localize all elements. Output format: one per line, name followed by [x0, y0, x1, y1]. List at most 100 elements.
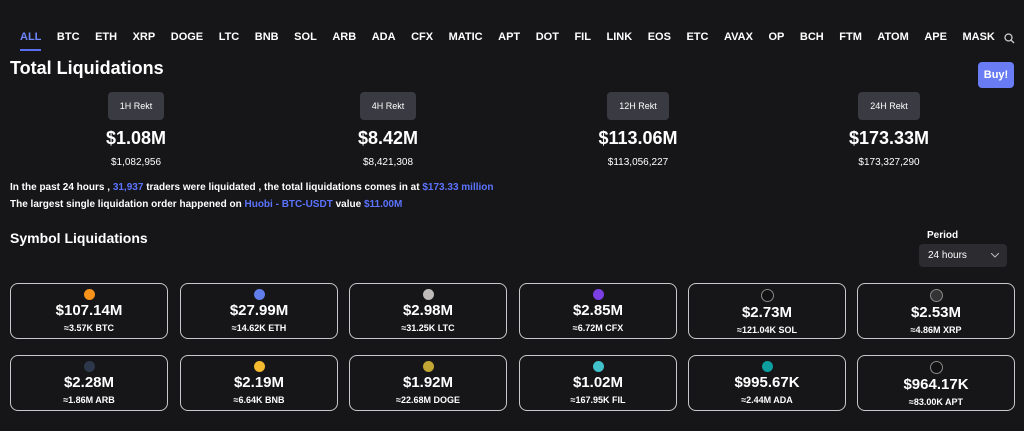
rekt-label-box: 24H Rekt — [789, 92, 989, 120]
tab[interactable]: AVAX — [723, 31, 753, 43]
symbol-value: $2.73M — [741, 304, 793, 321]
symbol-amount: ≈2.44M ADA — [741, 395, 793, 405]
rekt-panel: 12H Rekt $113.06M $113,056,227 — [538, 92, 738, 168]
tab[interactable]: XRP — [132, 31, 156, 43]
symbol-card[interactable]: $964.17K ≈83.00K APT — [857, 355, 1015, 411]
summary-line: The largest single liquidation order hap… — [10, 199, 402, 210]
symbol-card[interactable]: $2.53M ≈4.86M XRP — [857, 283, 1015, 339]
coin-icon — [83, 289, 95, 300]
tabs: ALL BTC ETH XRP DOGE LTC BNB SOL ARB ADA CFX MATIC A… — [20, 31, 995, 51]
rekt-label: 1H Rekt — [107, 92, 165, 120]
rekt-label-box: 12H Rekt — [538, 92, 738, 120]
symbol-card[interactable]: $2.85M ≈6.72M CFX — [519, 283, 677, 339]
symbol-card[interactable]: $107.14M ≈3.57K BTC — [10, 283, 168, 339]
rekt-panel: 24H Rekt $173.33M $173,327,290 — [789, 92, 989, 168]
rekt-exact: $1,082,956 — [110, 157, 162, 168]
tab[interactable]: FIL — [574, 31, 591, 43]
tab[interactable]: ADA — [371, 31, 396, 43]
tab[interactable]: DOGE — [170, 31, 204, 43]
symbol-card[interactable]: $2.19M ≈6.64K BNB — [180, 355, 338, 411]
symbol-card[interactable]: $27.99M ≈14.62K ETH — [180, 283, 338, 339]
rekt-panel: 4H Rekt $8.42M $8,421,308 — [288, 92, 488, 168]
tab[interactable]: ALL — [20, 31, 42, 51]
tab[interactable]: BCH — [799, 31, 824, 43]
search-icon[interactable] — [1004, 33, 1015, 44]
tab[interactable]: APT — [498, 31, 521, 43]
tab[interactable]: SOL — [294, 31, 317, 43]
tab[interactable]: ETH — [95, 31, 118, 43]
symbol-amount: ≈6.64K BNB — [233, 395, 285, 405]
period-select[interactable]: 24 hours — [919, 244, 1007, 267]
text: value — [335, 199, 362, 210]
coin-icon — [83, 361, 95, 372]
symbol-value: $2.85M — [572, 302, 624, 319]
rekt-label: 4H Rekt — [359, 92, 417, 120]
symbol-value: $2.28M — [63, 374, 115, 391]
coin-icon — [760, 289, 774, 302]
rekt-value: $173.33M — [848, 128, 930, 148]
title: Total Liquidations — [10, 58, 164, 78]
symbol-amount: ≈31.25K LTC — [401, 323, 455, 333]
symbol-value: $2.53M — [910, 304, 962, 321]
symbol-value: $27.99M — [229, 302, 289, 319]
tab[interactable]: FTM — [839, 31, 862, 43]
section-title: Symbol Liquidations — [10, 230, 148, 246]
rekt-exact: $113,056,227 — [607, 157, 669, 168]
symbol-amount: ≈121.04K SOL — [737, 325, 797, 335]
coin-icon — [592, 289, 604, 300]
tab[interactable]: DOT — [535, 31, 559, 43]
symbol-card[interactable]: $995.67K ≈2.44M ADA — [688, 355, 846, 411]
tab[interactable]: BNB — [254, 31, 279, 43]
tab[interactable]: EOS — [647, 31, 671, 43]
tab[interactable]: CFX — [411, 31, 434, 43]
symbol-amount: ≈83.00K APT — [908, 397, 964, 407]
coin-icon — [422, 289, 434, 300]
symbol-amount: ≈1.86M ARB — [63, 395, 115, 405]
tab[interactable]: MATIC — [448, 31, 483, 43]
text: In the past 24 hours , — [10, 182, 111, 193]
coin-icon — [592, 361, 604, 372]
coin-icon — [253, 289, 265, 300]
rekt-exact: $8,421,308 — [362, 157, 414, 168]
coin-icon — [929, 361, 943, 374]
rekt-label: 24H Rekt — [858, 92, 920, 120]
symbol-card[interactable]: $2.73M ≈121.04K SOL — [688, 283, 846, 339]
coin-icon — [761, 361, 773, 372]
rekt-exact: $173,327,290 — [858, 157, 920, 168]
coin-icon — [422, 361, 434, 372]
rekt-label: 12H Rekt — [607, 92, 669, 120]
buy-button[interactable]: Buy! — [978, 62, 1014, 88]
tab[interactable]: BTC — [56, 31, 80, 43]
tab[interactable]: ATOM — [877, 31, 909, 43]
rekt-value: $1.08M — [105, 128, 167, 148]
rekt-panel: 1H Rekt $1.08M $1,082,956 — [36, 92, 236, 168]
symbol-card[interactable]: $1.92M ≈22.68M DOGE — [349, 355, 507, 411]
tab[interactable]: LINK — [606, 31, 633, 43]
symbol-card[interactable]: $2.28M ≈1.86M ARB — [10, 355, 168, 411]
rekt-value: $8.42M — [357, 128, 419, 148]
symbol-value: $1.92M — [402, 374, 454, 391]
symbol-value: $964.17K — [903, 376, 969, 393]
symbol-card[interactable]: $1.02M ≈167.95K FIL — [519, 355, 677, 411]
period-value: 24 hours — [928, 250, 967, 261]
tab[interactable]: MASK — [962, 31, 995, 43]
rekt-value: $113.06M — [598, 128, 678, 148]
symbol-value: $1.02M — [572, 374, 624, 391]
highlight: $173.33 million — [422, 182, 494, 193]
link[interactable]: Huobi - BTC-USDT — [244, 199, 333, 210]
symbol-value: $107.14M — [55, 302, 123, 319]
tab[interactable]: ARB — [332, 31, 357, 43]
tab[interactable]: ETC — [686, 31, 709, 43]
symbol-value: $2.19M — [233, 374, 285, 391]
highlight: 31,937 — [112, 182, 144, 193]
tab[interactable]: LTC — [218, 31, 240, 43]
symbol-card[interactable]: $2.98M ≈31.25K LTC — [349, 283, 507, 339]
tab[interactable]: OP — [768, 31, 785, 43]
coin-icon — [929, 289, 943, 302]
rekt-label-box: 4H Rekt — [288, 92, 488, 120]
tab[interactable]: APE — [924, 31, 947, 43]
symbol-amount: ≈3.57K BTC — [64, 323, 114, 333]
symbol-amount: ≈22.68M DOGE — [396, 395, 460, 405]
chevron — [991, 253, 999, 258]
